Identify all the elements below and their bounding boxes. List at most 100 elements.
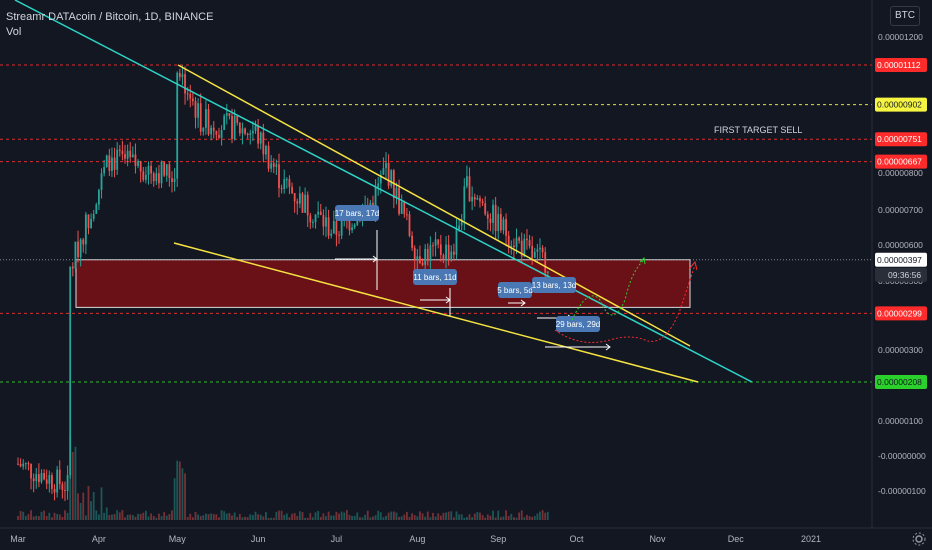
candle-body <box>171 178 173 183</box>
volume-bar <box>426 511 429 520</box>
volume-bar <box>184 473 186 520</box>
price-label-value: 0.00000751 <box>877 134 922 144</box>
chart-title: Streamr DATAcoin / Bitcoin, 1D, BINANCE <box>6 11 214 23</box>
volume-bar <box>520 510 523 520</box>
candle-body <box>35 474 38 482</box>
volume-bar <box>100 487 103 520</box>
candle-body <box>520 240 523 257</box>
volume-bar <box>468 514 471 520</box>
candle-body <box>220 130 223 138</box>
volume-bar <box>335 511 338 520</box>
volume-bar <box>178 461 181 520</box>
candle-body <box>236 116 239 123</box>
candle-body <box>505 219 507 236</box>
volume-bar <box>139 513 142 520</box>
gear-icon[interactable] <box>912 532 926 546</box>
price-label-box <box>875 97 927 112</box>
candle-body <box>426 248 429 261</box>
candle-body <box>111 157 113 171</box>
bar-count-label: 5 bars, 5d <box>497 286 533 295</box>
volume-bar <box>56 514 59 520</box>
arrow-head-icon <box>605 343 611 351</box>
candle-body <box>455 229 458 255</box>
candle-body <box>181 74 184 78</box>
volume-bar <box>379 512 382 520</box>
candle-body <box>139 161 142 172</box>
arrow-head-icon <box>689 260 698 271</box>
candle-body <box>79 239 82 258</box>
candle-body <box>194 101 197 118</box>
volume-bar <box>270 517 273 520</box>
volume-bar <box>61 516 64 520</box>
candle-body <box>69 266 72 476</box>
price-label-value: 0.00000902 <box>877 100 922 110</box>
candle-body <box>113 157 116 170</box>
volume-bar <box>131 515 134 520</box>
candle-body <box>382 168 385 175</box>
candle-body <box>66 475 69 492</box>
currency-badge[interactable]: BTC <box>890 6 920 26</box>
candle-body <box>544 252 547 273</box>
volume-bar <box>533 515 536 520</box>
volume-bar <box>147 516 150 520</box>
x-axis-tick-label: Mar <box>10 534 26 544</box>
volume-bar <box>546 511 549 520</box>
volume-bar <box>66 512 69 520</box>
candle-body <box>492 204 494 223</box>
volume-bar <box>244 516 246 520</box>
candle-body <box>82 239 85 245</box>
candle-body <box>312 222 314 224</box>
candle-body <box>338 234 340 236</box>
candle-body <box>332 221 335 234</box>
price-label-value: 0.00000667 <box>877 157 922 167</box>
volume-bar <box>416 516 419 520</box>
candle-body <box>92 213 95 219</box>
price-label-value: 0.00000208 <box>877 377 922 387</box>
candle-body <box>447 244 450 260</box>
price-label-value: 0.00000397 <box>877 255 922 265</box>
candle-body <box>452 251 455 255</box>
volume-bar <box>48 512 51 520</box>
volume-bar <box>366 510 369 520</box>
volume-bar <box>126 514 129 520</box>
bar-count-label: 11 bars, 11d <box>413 273 456 282</box>
candle-body <box>421 262 424 265</box>
volume-bar <box>541 510 544 520</box>
candle-body <box>507 235 510 248</box>
volume-bar <box>176 460 179 520</box>
volume-bar <box>298 511 301 520</box>
volume-bar <box>17 516 19 520</box>
candle-body <box>526 238 528 241</box>
x-axis-tick-label: Dec <box>728 534 745 544</box>
volume-bar <box>233 512 236 520</box>
volume-bar <box>43 510 45 520</box>
candle-body <box>314 214 317 223</box>
volume-bar <box>37 516 40 520</box>
volume-bar <box>492 510 494 520</box>
candle-body <box>257 125 260 144</box>
volume-bar <box>87 486 90 520</box>
volume-bar <box>473 513 476 520</box>
bar-count-bubble <box>532 277 576 293</box>
volume-bar <box>129 514 132 520</box>
volume-bar <box>191 517 194 520</box>
candle-body <box>432 245 434 247</box>
candle-body <box>466 176 468 187</box>
volume-bar <box>361 517 364 520</box>
volume-bar <box>202 515 205 520</box>
candle-body <box>513 245 515 248</box>
candle-body <box>351 227 353 231</box>
volume-bar <box>463 517 466 520</box>
candle-body <box>58 469 61 485</box>
volume-bar <box>330 515 333 520</box>
candle-body <box>77 241 79 258</box>
x-axis-tick-label: Apr <box>92 534 106 544</box>
volume-bar <box>481 515 484 520</box>
candle-body <box>205 109 207 128</box>
volume-bar <box>207 514 210 520</box>
volume-bar <box>181 468 184 520</box>
volume-bar <box>515 517 518 520</box>
volume-bar <box>285 513 288 520</box>
candle-body <box>225 113 228 116</box>
